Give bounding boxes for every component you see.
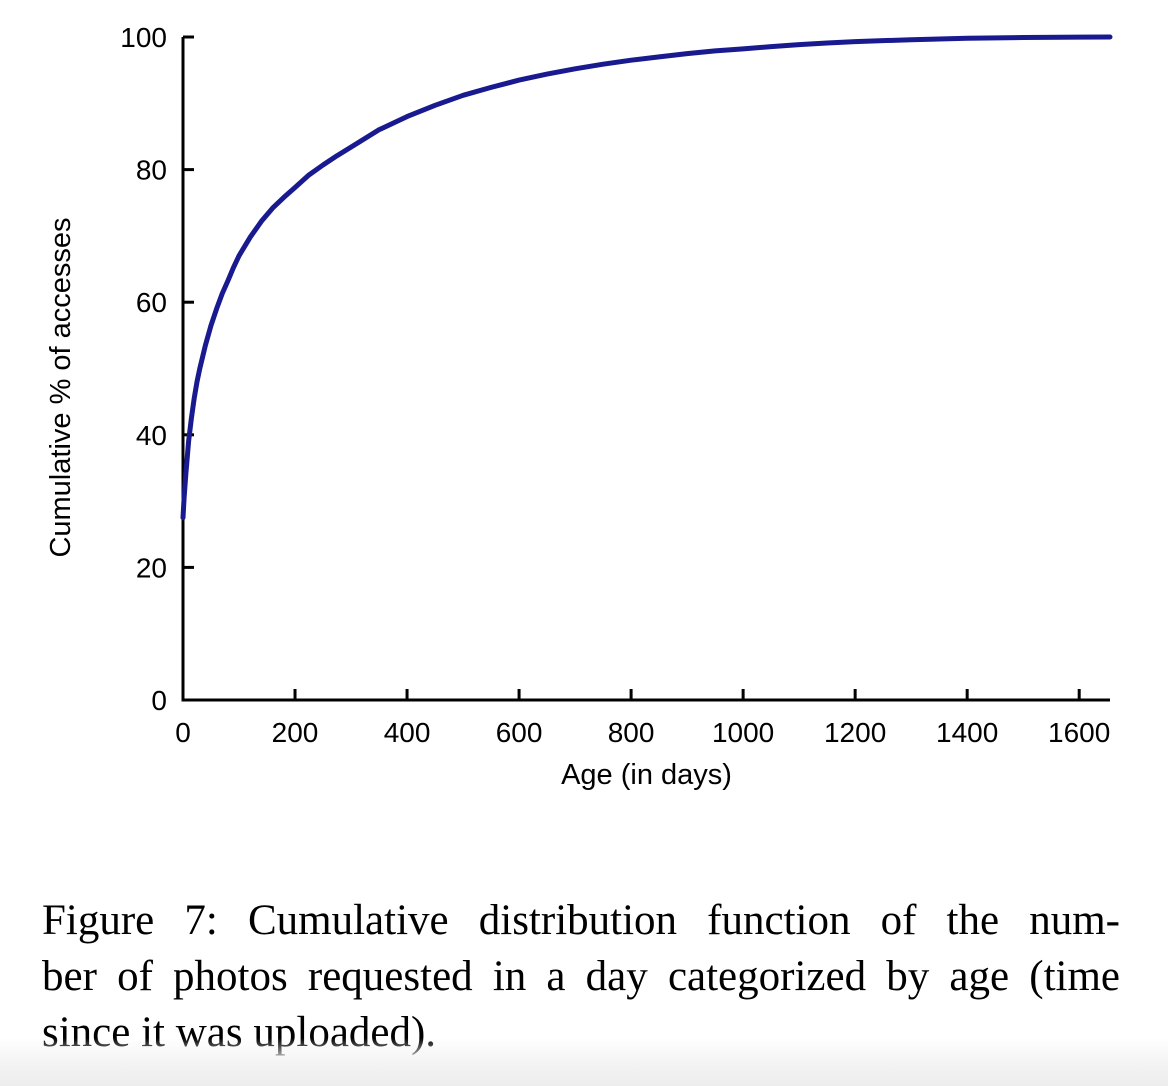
x-tick-label: 400 xyxy=(384,717,431,748)
x-tick-label: 600 xyxy=(496,717,543,748)
x-tick-label: 1000 xyxy=(712,717,774,748)
x-tick-label: 1400 xyxy=(936,717,998,748)
x-tick-label: 800 xyxy=(608,717,655,748)
y-axis-title: Cumulative % of accesses xyxy=(45,217,77,557)
figure-caption-line: ber of photos requested in a day categor… xyxy=(42,953,1120,1000)
figure-caption-line: Figure 7: Cumulative distribution functi… xyxy=(42,897,1120,944)
y-tick-label: 100 xyxy=(120,22,167,53)
axes xyxy=(181,37,1110,702)
x-tick-label: 1600 xyxy=(1048,717,1110,748)
figure-caption: Figure 7: Cumulative distribution functi… xyxy=(42,893,1120,1061)
y-tick-label: 20 xyxy=(136,552,167,583)
x-tick-label: 200 xyxy=(272,717,319,748)
y-tick-label: 80 xyxy=(136,155,167,186)
figure-caption-line: since it was uploaded). xyxy=(42,1009,437,1056)
y-tick-label: 60 xyxy=(136,287,167,318)
x-tick-label: 1200 xyxy=(824,717,886,748)
cdf-curve xyxy=(180,34,1113,521)
y-tick-label: 0 xyxy=(151,685,167,716)
x-axis-title: Age (in days) xyxy=(561,759,732,791)
y-tick-label: 40 xyxy=(136,420,167,451)
x-tick-label: 0 xyxy=(175,717,191,748)
